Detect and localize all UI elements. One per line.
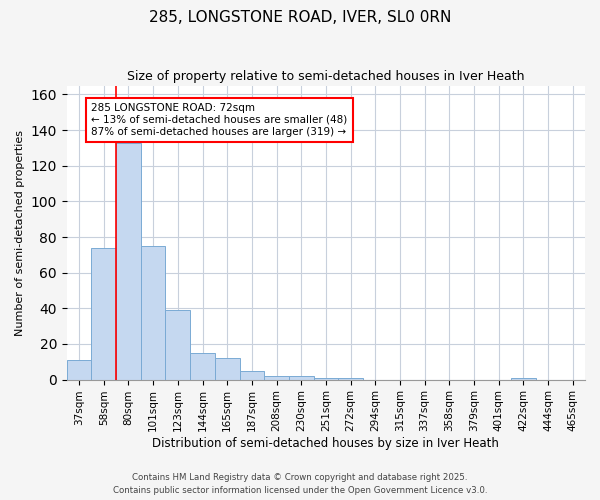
Text: Contains HM Land Registry data © Crown copyright and database right 2025.
Contai: Contains HM Land Registry data © Crown c… bbox=[113, 474, 487, 495]
Bar bbox=[215, 358, 239, 380]
Bar bbox=[314, 378, 338, 380]
Bar bbox=[511, 378, 536, 380]
Title: Size of property relative to semi-detached houses in Iver Heath: Size of property relative to semi-detach… bbox=[127, 70, 524, 83]
Bar bbox=[141, 246, 166, 380]
Bar bbox=[166, 310, 190, 380]
Bar bbox=[239, 370, 264, 380]
Bar bbox=[289, 376, 314, 380]
Text: 285 LONGSTONE ROAD: 72sqm
← 13% of semi-detached houses are smaller (48)
87% of : 285 LONGSTONE ROAD: 72sqm ← 13% of semi-… bbox=[91, 104, 348, 136]
Bar bbox=[67, 360, 91, 380]
X-axis label: Distribution of semi-detached houses by size in Iver Heath: Distribution of semi-detached houses by … bbox=[152, 437, 499, 450]
Text: 285, LONGSTONE ROAD, IVER, SL0 0RN: 285, LONGSTONE ROAD, IVER, SL0 0RN bbox=[149, 10, 451, 25]
Bar bbox=[190, 353, 215, 380]
Bar bbox=[264, 376, 289, 380]
Bar bbox=[91, 248, 116, 380]
Bar bbox=[116, 142, 141, 380]
Y-axis label: Number of semi-detached properties: Number of semi-detached properties bbox=[15, 130, 25, 336]
Bar bbox=[338, 378, 363, 380]
